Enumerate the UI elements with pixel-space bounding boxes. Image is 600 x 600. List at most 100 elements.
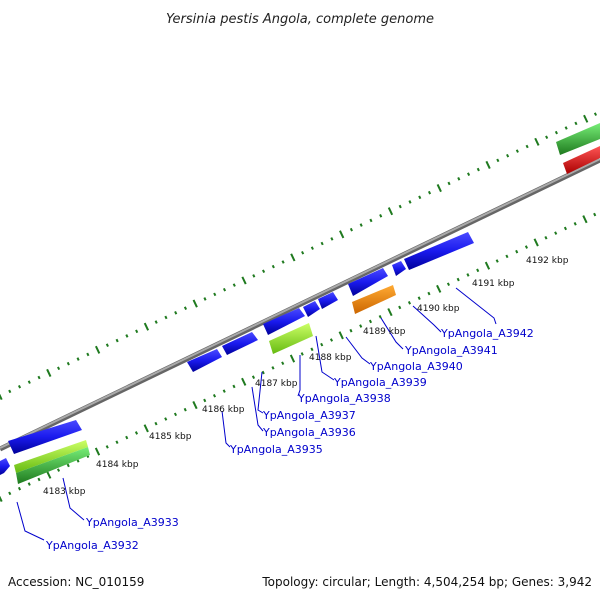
gene-label: YpAngola_A3940: [369, 360, 463, 373]
tick-mark: [582, 215, 588, 224]
tick-mark: [359, 223, 363, 227]
trna-feature: [269, 323, 313, 354]
tick-mark: [281, 361, 285, 366]
tick-mark: [37, 375, 41, 380]
tick-mark: [359, 324, 363, 328]
tick-mark: [232, 283, 236, 287]
tick-mark: [593, 112, 598, 116]
tick-mark: [387, 308, 393, 317]
tick-mark: [271, 366, 275, 370]
tick-mark: [17, 384, 22, 389]
cds-feature: [392, 261, 406, 276]
tick-mark: [290, 253, 296, 262]
tick-mark: [446, 282, 451, 287]
tick-mark: [349, 227, 353, 232]
tick-mark: [173, 412, 178, 417]
tick-mark: [407, 301, 412, 305]
tick-mark: [447, 181, 451, 186]
tick-mark: [583, 114, 589, 123]
tick-mark: [261, 370, 265, 375]
tick-mark: [368, 319, 373, 324]
tick-mark: [436, 284, 442, 293]
other-feature: [563, 146, 600, 174]
map-title: Yersinia pestis Angola, complete genome: [166, 12, 434, 27]
tick-mark: [524, 245, 528, 249]
gene-leader-lines: [16, 287, 497, 541]
tick-mark: [76, 357, 80, 361]
trna-feature: [14, 440, 88, 473]
tick-mark: [86, 352, 90, 357]
tick-mark: [329, 338, 334, 342]
inner-tick-band: [0, 212, 597, 503]
rrna-feature: [352, 285, 396, 314]
tick-mark: [436, 184, 442, 193]
tick-mark: [457, 177, 461, 181]
kbp-tick-label: 4188 kbp: [309, 353, 352, 363]
cds-feature: [222, 332, 258, 355]
tick-mark: [164, 417, 168, 421]
outer-tick-band: [0, 112, 598, 401]
tick-mark: [427, 291, 431, 296]
tick-mark: [164, 315, 168, 320]
tick-mark: [203, 297, 207, 301]
tick-mark: [27, 482, 31, 486]
tick-mark: [310, 347, 314, 352]
tick-mark: [56, 468, 61, 472]
tick-mark: [456, 277, 460, 282]
tick-mark: [241, 377, 247, 386]
tick-mark: [134, 431, 139, 435]
tick-mark: [0, 495, 3, 503]
tick-mark: [554, 130, 558, 135]
tick-mark: [545, 135, 549, 140]
gene-label: YpAngola_A3937: [262, 409, 356, 422]
tick-mark: [262, 269, 266, 274]
tick-mark: [203, 398, 207, 403]
cds-feature: [187, 349, 222, 372]
tick-mark: [593, 212, 597, 217]
tick-mark: [212, 393, 217, 398]
kbp-tick-label: 4190 kbp: [417, 304, 460, 314]
tick-mark: [534, 137, 540, 146]
tick-mark: [466, 273, 470, 277]
cds-feature: [0, 458, 10, 475]
tick-mark: [467, 172, 471, 176]
tick-mark: [241, 276, 247, 285]
cds-feature: [263, 308, 305, 335]
tick-mark: [379, 214, 383, 218]
tick-mark: [252, 274, 256, 278]
tick-mark: [300, 352, 304, 356]
tick-mark: [506, 153, 510, 158]
tick-mark: [369, 218, 373, 223]
tick-mark: [418, 195, 422, 200]
tick-mark: [574, 121, 578, 126]
tick-mark: [125, 435, 129, 440]
gene-label: YpAngola_A3939: [333, 376, 427, 389]
tick-mark: [57, 366, 61, 371]
tick-mark: [554, 231, 558, 235]
tick-mark: [485, 160, 491, 170]
kbp-tick-label: 4189 kbp: [363, 327, 406, 337]
tick-mark: [154, 320, 158, 324]
tick-mark: [484, 261, 491, 270]
tick-mark: [417, 296, 421, 300]
tick-mark: [408, 200, 412, 204]
tick-mark: [95, 345, 101, 354]
tick-mark: [143, 424, 149, 433]
tick-mark: [564, 126, 568, 130]
kbp-tick-label: 4192 kbp: [526, 256, 569, 266]
tick-mark: [183, 407, 187, 412]
gene-label: YpAngola_A3942: [440, 327, 534, 340]
tick-mark: [338, 331, 344, 340]
tick-mark: [183, 306, 188, 310]
tick-mark: [398, 204, 402, 209]
tick-mark: [232, 384, 236, 389]
tick-mark: [8, 491, 12, 496]
tick-mark: [398, 305, 402, 310]
kbp-tick-label: 4185 kbp: [149, 432, 192, 442]
tick-mark: [505, 254, 509, 259]
tick-mark: [573, 222, 577, 226]
tick-mark: [496, 158, 500, 163]
tick-mark: [66, 361, 70, 366]
tick-mark: [46, 368, 52, 377]
